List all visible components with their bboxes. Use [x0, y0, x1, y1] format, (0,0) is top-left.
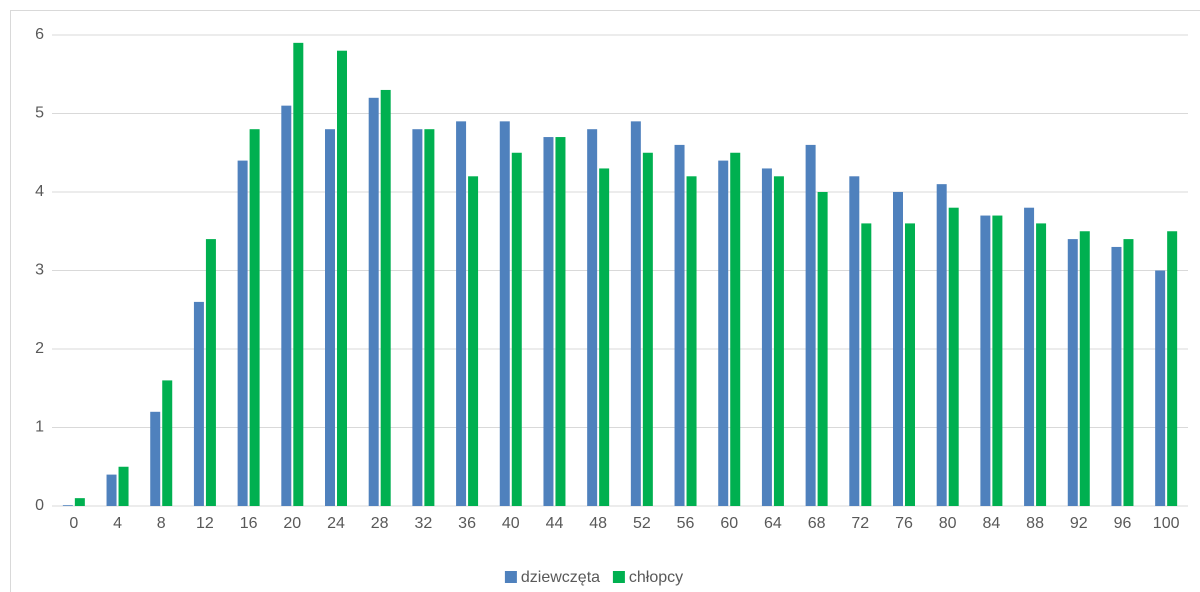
- legend-label: dziewczęta: [521, 569, 600, 586]
- x-tick-label: 88: [1026, 515, 1044, 532]
- bar: [992, 215, 1003, 507]
- bar: [62, 505, 73, 506]
- x-tick-label: 76: [895, 515, 913, 532]
- bar: [555, 137, 566, 507]
- bar: [674, 144, 685, 506]
- x-tick-label: 28: [371, 515, 389, 532]
- x-tick-label: 32: [414, 515, 432, 532]
- bar: [424, 129, 435, 506]
- bar: [1155, 270, 1166, 506]
- y-tick-label: 4: [35, 183, 44, 200]
- bar: [237, 160, 248, 506]
- bar: [74, 498, 85, 506]
- legend-swatch: [612, 571, 625, 583]
- x-tick-label: 16: [240, 515, 258, 532]
- y-tick-label: 2: [35, 340, 44, 357]
- x-tick-label: 52: [633, 515, 651, 532]
- bar: [980, 215, 991, 507]
- x-tick-label: 64: [764, 515, 782, 532]
- bar: [1024, 207, 1035, 506]
- bar: [162, 380, 173, 506]
- chart-border: [10, 10, 1200, 592]
- bar: [948, 207, 959, 506]
- bar: [936, 184, 947, 506]
- x-tick-label: 100: [1153, 515, 1180, 532]
- bar: [249, 129, 260, 506]
- x-tick-label: 4: [113, 515, 122, 532]
- bar: [1167, 231, 1178, 506]
- x-tick-label: 68: [808, 515, 826, 532]
- x-tick-label: 72: [851, 515, 869, 532]
- x-tick-label: 48: [589, 515, 607, 532]
- bar: [587, 129, 598, 506]
- bar: [281, 105, 292, 507]
- bar: [106, 474, 117, 506]
- bar: [686, 176, 697, 507]
- bar: [511, 152, 522, 506]
- legend-label: chłopcy: [629, 569, 683, 586]
- bar: [642, 152, 653, 506]
- bar: [412, 129, 423, 506]
- bar: [599, 168, 610, 506]
- x-tick-label: 92: [1070, 515, 1088, 532]
- bar: [543, 137, 554, 507]
- bar: [1123, 239, 1134, 506]
- x-tick-label: 84: [982, 515, 1000, 532]
- legend-swatch: [504, 571, 517, 583]
- x-tick-label: 0: [69, 515, 78, 532]
- bar: [193, 301, 204, 506]
- bar: [150, 411, 161, 506]
- bar: [805, 144, 816, 506]
- x-tick-label: 60: [720, 515, 738, 532]
- bar: [456, 121, 467, 506]
- bar: [1036, 223, 1047, 506]
- bar: [337, 50, 347, 506]
- x-tick-label: 80: [939, 515, 957, 532]
- x-tick-label: 8: [157, 515, 166, 532]
- y-tick-label: 5: [35, 105, 44, 122]
- bar: [861, 223, 872, 506]
- y-tick-label: 0: [35, 497, 44, 514]
- bar: [730, 152, 741, 506]
- bar: [893, 192, 903, 506]
- x-tick-label: 36: [458, 515, 476, 532]
- bar: [905, 223, 915, 506]
- bar: [499, 121, 510, 506]
- bar: [718, 160, 729, 506]
- bar: [468, 176, 479, 507]
- bar: [817, 192, 828, 506]
- bar: [1079, 231, 1090, 506]
- bar: [380, 89, 391, 506]
- x-tick-label: 40: [502, 515, 520, 532]
- bar: [849, 176, 860, 507]
- bar: [205, 239, 216, 506]
- bar: [293, 42, 304, 506]
- x-tick-label: 12: [196, 515, 214, 532]
- x-tick-label: 24: [327, 515, 345, 532]
- bar: [630, 121, 641, 506]
- bar: [1111, 246, 1122, 506]
- y-tick-label: 6: [35, 26, 44, 43]
- y-tick-label: 3: [35, 262, 44, 279]
- y-tick-label: 1: [35, 419, 44, 436]
- bar: [761, 168, 772, 506]
- x-tick-label: 56: [677, 515, 695, 532]
- bar: [773, 176, 784, 507]
- bar: [118, 466, 129, 506]
- x-tick-label: 20: [283, 515, 301, 532]
- bar: [325, 129, 335, 506]
- bar: [368, 97, 379, 507]
- bar: [1067, 239, 1078, 506]
- x-tick-label: 44: [546, 515, 564, 532]
- x-tick-label: 96: [1114, 515, 1132, 532]
